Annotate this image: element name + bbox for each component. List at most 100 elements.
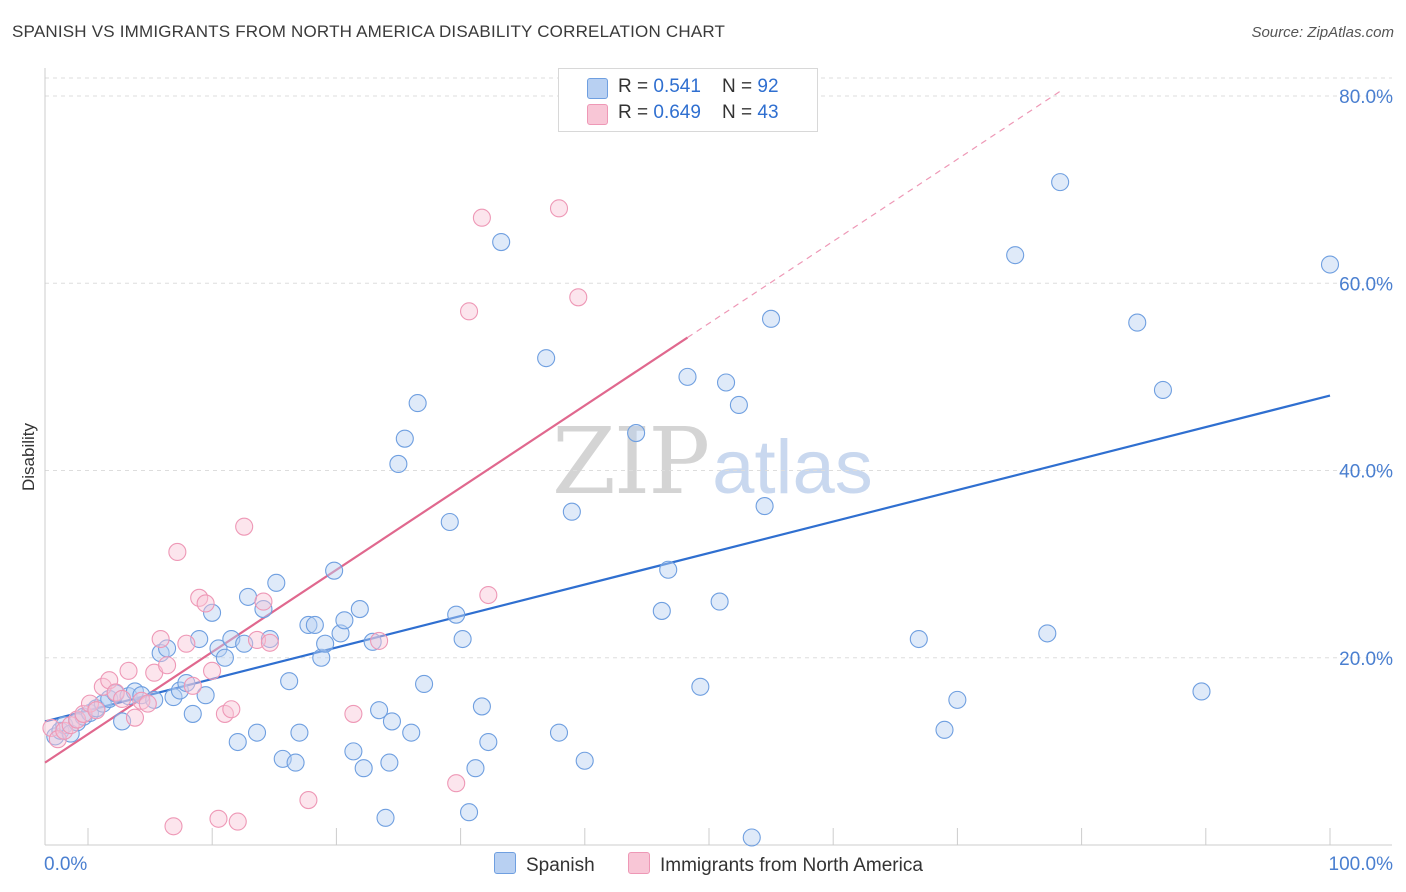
trend-line-immigrants-extension xyxy=(687,90,1061,339)
n-value: 92 xyxy=(757,76,779,97)
data-point-immigrants xyxy=(549,199,569,218)
r-label: R = xyxy=(618,102,654,123)
data-point-immigrants xyxy=(479,585,498,605)
data-point-immigrants xyxy=(459,302,479,321)
data-point-immigrants xyxy=(209,809,228,828)
data-point-spanish xyxy=(1153,380,1172,400)
data-point-spanish xyxy=(354,759,373,778)
data-point-spanish xyxy=(260,629,279,649)
r-label: R = xyxy=(618,76,654,97)
data-point-spanish xyxy=(370,701,389,720)
data-point-spanish xyxy=(691,677,710,696)
data-point-immigrants xyxy=(235,517,254,536)
y-tick-label: 60.0% xyxy=(1339,274,1393,295)
data-point-spanish xyxy=(447,605,466,624)
data-point-immigrants xyxy=(80,694,100,713)
data-point-spanish xyxy=(305,615,324,635)
data-point-spanish xyxy=(325,561,344,580)
data-point-spanish xyxy=(710,592,729,611)
data-point-spanish xyxy=(652,601,671,620)
grid-lines xyxy=(45,77,1392,659)
data-point-spanish xyxy=(344,742,363,761)
data-point-spanish xyxy=(254,600,273,619)
x-tick-label: 100.0% xyxy=(1329,854,1394,875)
chart-title: SPANISH VS IMMIGRANTS FROM NORTH AMERICA… xyxy=(12,22,726,41)
data-point-spanish xyxy=(1128,313,1147,332)
data-point-immigrants xyxy=(344,704,363,723)
r-value: 0.541 xyxy=(653,76,701,97)
immigrants-swatch xyxy=(628,852,650,874)
data-point-immigrants xyxy=(87,701,106,720)
data-point-spanish xyxy=(472,697,491,716)
data-point-immigrants xyxy=(113,689,132,708)
data-point-spanish xyxy=(453,629,472,649)
data-point-spanish xyxy=(382,712,402,731)
data-point-spanish xyxy=(267,573,286,592)
data-point-spanish xyxy=(1006,246,1025,265)
data-point-spanish xyxy=(209,639,228,658)
y-tick-label: 20.0% xyxy=(1339,649,1393,670)
data-point-spanish xyxy=(312,648,331,667)
data-point-spanish xyxy=(755,497,774,516)
data-point-spanish xyxy=(492,233,511,252)
legend-item-spanish[interactable]: Spanish xyxy=(494,852,595,877)
data-point-spanish xyxy=(363,632,382,651)
data-point-immigrants xyxy=(151,629,170,649)
y-tick-label: 40.0% xyxy=(1339,462,1393,483)
legend-item-immigrants[interactable]: Immigrants from North America xyxy=(628,852,923,877)
data-point-spanish xyxy=(562,502,581,521)
data-point-spanish xyxy=(196,686,215,705)
data-point-spanish xyxy=(1192,682,1211,701)
data-point-immigrants xyxy=(164,817,183,836)
data-point-spanish xyxy=(215,648,234,667)
n-value: 43 xyxy=(757,102,779,123)
data-point-spanish xyxy=(678,367,697,386)
trend-line-spanish xyxy=(44,394,1331,723)
data-point-immigrants xyxy=(138,694,157,713)
data-point-immigrants xyxy=(370,631,389,650)
data-point-immigrants xyxy=(215,704,234,723)
data-point-spanish xyxy=(183,704,202,723)
data-point-spanish xyxy=(761,309,781,328)
data-point-spanish xyxy=(440,512,459,532)
data-point-spanish xyxy=(742,828,761,847)
data-point-immigrants xyxy=(203,661,222,680)
data-point-immigrants xyxy=(168,542,187,562)
data-point-spanish xyxy=(1051,173,1070,192)
data-point-spanish xyxy=(716,373,736,392)
data-point-immigrants xyxy=(299,791,318,810)
trend-lines xyxy=(44,90,1331,764)
data-point-immigrants xyxy=(254,592,273,611)
data-point-spanish xyxy=(415,674,434,694)
data-point-spanish xyxy=(466,759,485,778)
data-point-spanish xyxy=(290,723,309,742)
data-point-immigrants xyxy=(569,288,588,307)
data-point-immigrants xyxy=(228,812,247,831)
data-point-spanish xyxy=(935,720,954,739)
data-point-spanish xyxy=(228,732,247,752)
y-axis-title: Disability xyxy=(19,422,38,491)
data-point-spanish xyxy=(164,688,183,707)
data-point-spanish xyxy=(659,560,678,579)
data-point-spanish xyxy=(479,732,498,752)
x-tick-label: 0.0% xyxy=(44,854,87,875)
data-point-spanish xyxy=(316,634,335,653)
data-point-spanish xyxy=(299,615,318,635)
spanish-swatch xyxy=(494,852,516,874)
data-point-immigrants xyxy=(222,700,241,719)
data-point-spanish xyxy=(948,690,967,709)
spanish-points xyxy=(46,173,1340,847)
data-point-immigrants xyxy=(183,676,202,695)
data-point-spanish xyxy=(203,603,222,622)
data-point-spanish xyxy=(350,600,369,619)
n-label: N = xyxy=(722,102,758,123)
n-label: N = xyxy=(722,76,758,97)
data-point-spanish xyxy=(247,723,267,742)
source-label: Source: ZipAtlas.com xyxy=(1251,24,1394,41)
immigrants-swatch xyxy=(587,104,608,125)
data-point-spanish xyxy=(537,349,556,368)
data-point-spanish xyxy=(238,587,258,606)
spanish-swatch xyxy=(587,78,608,99)
data-point-immigrants xyxy=(177,634,196,653)
